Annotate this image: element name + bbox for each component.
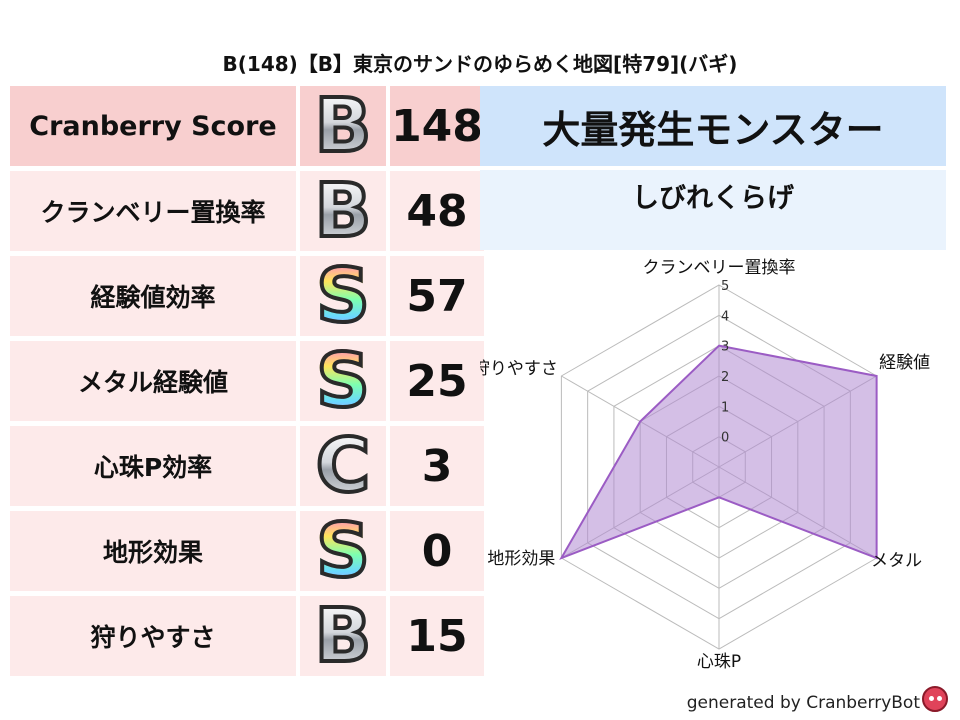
grade-badge: S bbox=[300, 341, 386, 421]
score-label: Cranberry Score bbox=[10, 86, 296, 166]
grade-letter: B bbox=[313, 83, 373, 169]
radar-axis-label: クランベリー置換率 bbox=[643, 258, 796, 278]
radar-axis-label: 地形効果 bbox=[487, 549, 555, 569]
grade-badge: B bbox=[300, 596, 386, 676]
footer-credit: generated by CranberryBot bbox=[686, 693, 920, 713]
radar-point bbox=[876, 557, 878, 559]
grade-letter: S bbox=[314, 508, 371, 594]
radar-point bbox=[876, 375, 878, 377]
grade-letter: B bbox=[313, 593, 373, 679]
grade-letter: B bbox=[313, 168, 373, 254]
score-value: 25 bbox=[390, 341, 484, 421]
score-value: 15 bbox=[390, 596, 484, 676]
score-value: 0 bbox=[390, 511, 484, 591]
grade-badge: B bbox=[300, 86, 386, 166]
grade-badge: C bbox=[300, 426, 386, 506]
radar-tick-label: 2 bbox=[721, 370, 729, 385]
page-title: B(148)【B】東京のサンドのゆらめく地図[特79](バギ) bbox=[222, 52, 738, 76]
radar-point bbox=[560, 557, 562, 559]
score-label: 狩りやすさ bbox=[10, 596, 296, 676]
grade-letter: S bbox=[314, 338, 371, 424]
radar-tick-label: 4 bbox=[721, 309, 729, 324]
radar-point bbox=[718, 345, 720, 347]
radar-axis-label: 経験値 bbox=[879, 353, 930, 373]
radar-point bbox=[639, 421, 641, 422]
score-label: クランベリー置換率 bbox=[10, 171, 296, 251]
grade-badge: B bbox=[300, 171, 386, 251]
radar-data bbox=[559, 344, 878, 560]
score-label: 経験値効率 bbox=[10, 256, 296, 336]
radar-ticks: 0 1 2 3 4 5 bbox=[721, 279, 729, 446]
score-label: 心珠P効率 bbox=[10, 426, 296, 506]
score-label: 地形効果 bbox=[10, 511, 296, 591]
score-value: 57 bbox=[390, 256, 484, 336]
score-value: 3 bbox=[390, 426, 484, 506]
grade-badge: S bbox=[300, 511, 386, 591]
score-value: 48 bbox=[390, 171, 484, 251]
radar-tick-label: 5 bbox=[721, 279, 729, 294]
grade-letter: S bbox=[314, 253, 371, 339]
radar-tick-label: 3 bbox=[721, 340, 729, 355]
radar-axis-label: 狩りやすさ bbox=[480, 359, 558, 379]
monster-heading: 大量発生モンスター bbox=[480, 86, 946, 166]
radar-tick-label: 1 bbox=[721, 400, 729, 415]
radar-axis-label: メタル bbox=[871, 551, 922, 571]
radar-axis-label: 心珠P bbox=[697, 652, 741, 672]
monster-name: しびれくらげ bbox=[480, 170, 946, 250]
grade-badge: S bbox=[300, 256, 386, 336]
radar-tick-label: 0 bbox=[721, 431, 729, 446]
grade-letter: C bbox=[314, 423, 372, 509]
score-value: 148 bbox=[390, 86, 484, 166]
radar-point bbox=[718, 496, 720, 498]
score-label: メタル経験値 bbox=[10, 341, 296, 421]
cranberry-bot-logo-icon bbox=[922, 686, 948, 712]
